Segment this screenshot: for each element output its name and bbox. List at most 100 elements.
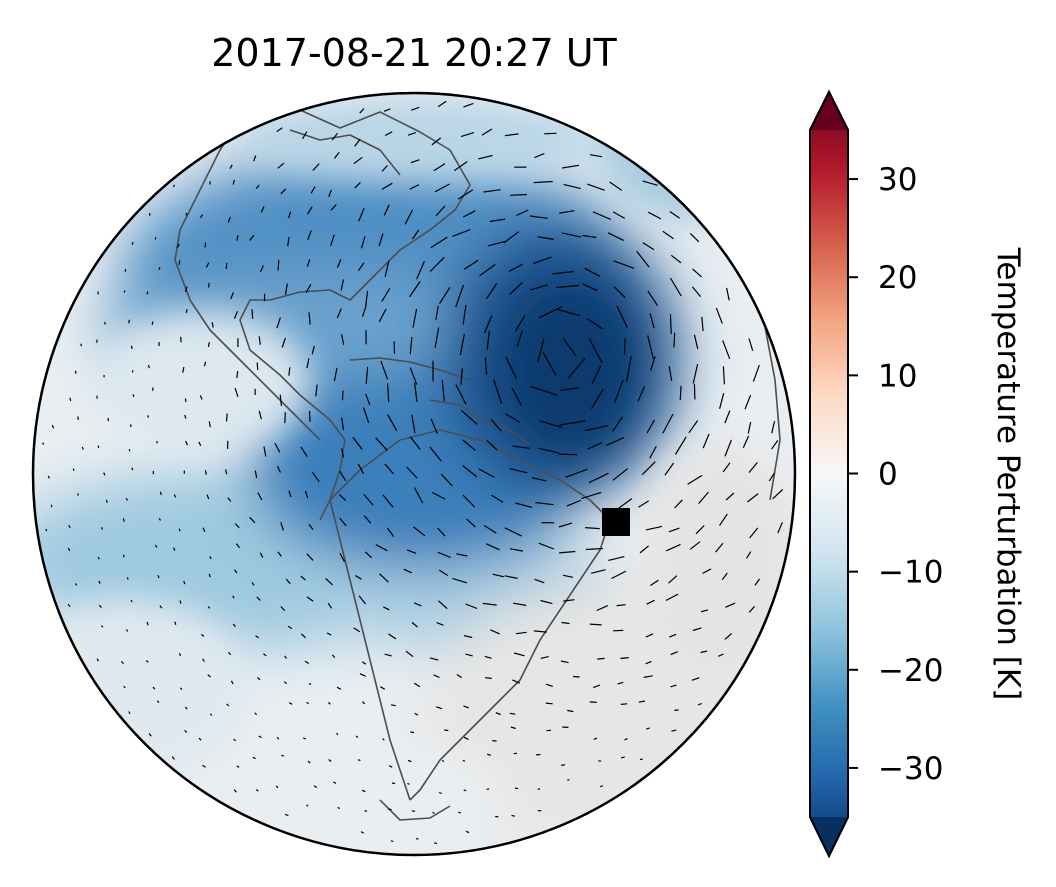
wind-vector (383, 108, 391, 112)
wind-vector (208, 573, 211, 578)
colorbar-tick-label: 30 (878, 162, 917, 198)
wind-vector (413, 682, 421, 688)
wind-vector (203, 361, 207, 367)
wind-vector (313, 785, 318, 789)
wind-vector (288, 490, 292, 498)
wind-vector (284, 655, 287, 659)
wind-vector (620, 703, 628, 705)
wind-vector (146, 621, 149, 626)
wind-vector (638, 700, 646, 703)
wind-vector (670, 651, 678, 656)
wind-vector (280, 606, 286, 612)
wind-vector (562, 164, 580, 169)
wind-vector (695, 525, 705, 535)
wind-vector (646, 727, 650, 730)
wind-vector (98, 604, 102, 609)
wind-vector (337, 806, 341, 809)
wind-vector (200, 214, 204, 219)
wind-vector (230, 680, 234, 685)
wind-vector (545, 683, 553, 687)
wind-vector (670, 254, 682, 264)
wind-vector (126, 577, 129, 580)
wind-vector (279, 394, 282, 406)
wind-vector (174, 621, 177, 626)
wind-vector (647, 290, 659, 307)
wind-vector (280, 522, 284, 531)
wind-vector (354, 138, 361, 147)
wind-vector (411, 414, 416, 434)
wind-vector (208, 421, 211, 428)
wind-vector (384, 260, 390, 277)
wind-vector (612, 468, 629, 481)
wind-vector (340, 279, 345, 291)
wind-vector (277, 162, 285, 169)
wind-vector (563, 183, 581, 190)
wind-vector (365, 367, 369, 384)
wind-vector (490, 629, 500, 635)
wind-vector (100, 527, 103, 530)
wind-vector (438, 286, 451, 305)
wind-vector (505, 413, 521, 423)
wind-vector (441, 380, 445, 402)
wind-vector (131, 241, 134, 245)
colorbar-extend-max (810, 92, 848, 130)
wind-vector (407, 759, 412, 763)
wind-vector (462, 439, 476, 452)
wind-vector (277, 551, 282, 557)
wind-vector (666, 543, 681, 552)
wind-vector (311, 345, 315, 355)
wind-vector (208, 282, 210, 288)
wind-vector (233, 310, 239, 319)
wind-vector (613, 260, 635, 269)
wind-vector (613, 379, 624, 404)
wind-vector (252, 756, 256, 760)
wind-vector (567, 357, 586, 379)
wind-vector (315, 384, 318, 397)
wind-vector (668, 366, 673, 382)
wind-vector (312, 163, 320, 171)
wind-vector (148, 733, 152, 737)
wind-vector (538, 542, 555, 550)
wind-vector (284, 283, 288, 295)
wind-vector (128, 319, 130, 324)
wind-vector (641, 461, 656, 476)
wind-vector (234, 569, 238, 574)
wind-vector (537, 236, 554, 240)
wind-vector (249, 234, 255, 241)
wind-vector (742, 435, 750, 449)
wind-vector (679, 385, 682, 401)
wind-vector (462, 465, 478, 478)
wind-vector (566, 499, 581, 507)
wind-vector (606, 437, 625, 446)
wind-vector (381, 287, 391, 302)
wind-vector (178, 652, 182, 657)
wind-vector (560, 660, 569, 664)
colorbar-tick-label: −30 (878, 751, 943, 787)
coastlines (174, 109, 781, 821)
wind-vector (207, 674, 211, 678)
wind-vector (437, 600, 448, 610)
wind-vector (287, 625, 293, 630)
wind-vector (747, 493, 759, 503)
wind-vector (537, 339, 545, 362)
wind-vector (255, 635, 260, 639)
wind-vector (463, 635, 473, 639)
wind-vector (72, 468, 75, 471)
wind-vector (274, 442, 281, 453)
wind-vector (612, 416, 624, 432)
wind-vector (691, 677, 700, 681)
wind-vector (560, 387, 580, 391)
wind-vector (381, 182, 393, 190)
wind-vector (489, 218, 506, 223)
wind-vector (68, 524, 71, 529)
wind-vector (383, 204, 390, 216)
wind-vector (722, 366, 725, 385)
wind-vector (726, 287, 730, 301)
wind-vector (339, 470, 347, 482)
wind-vector (668, 575, 678, 584)
wind-vector (435, 205, 446, 217)
wind-vector (172, 184, 175, 188)
wind-vector (512, 679, 521, 684)
wind-vector (700, 650, 708, 654)
